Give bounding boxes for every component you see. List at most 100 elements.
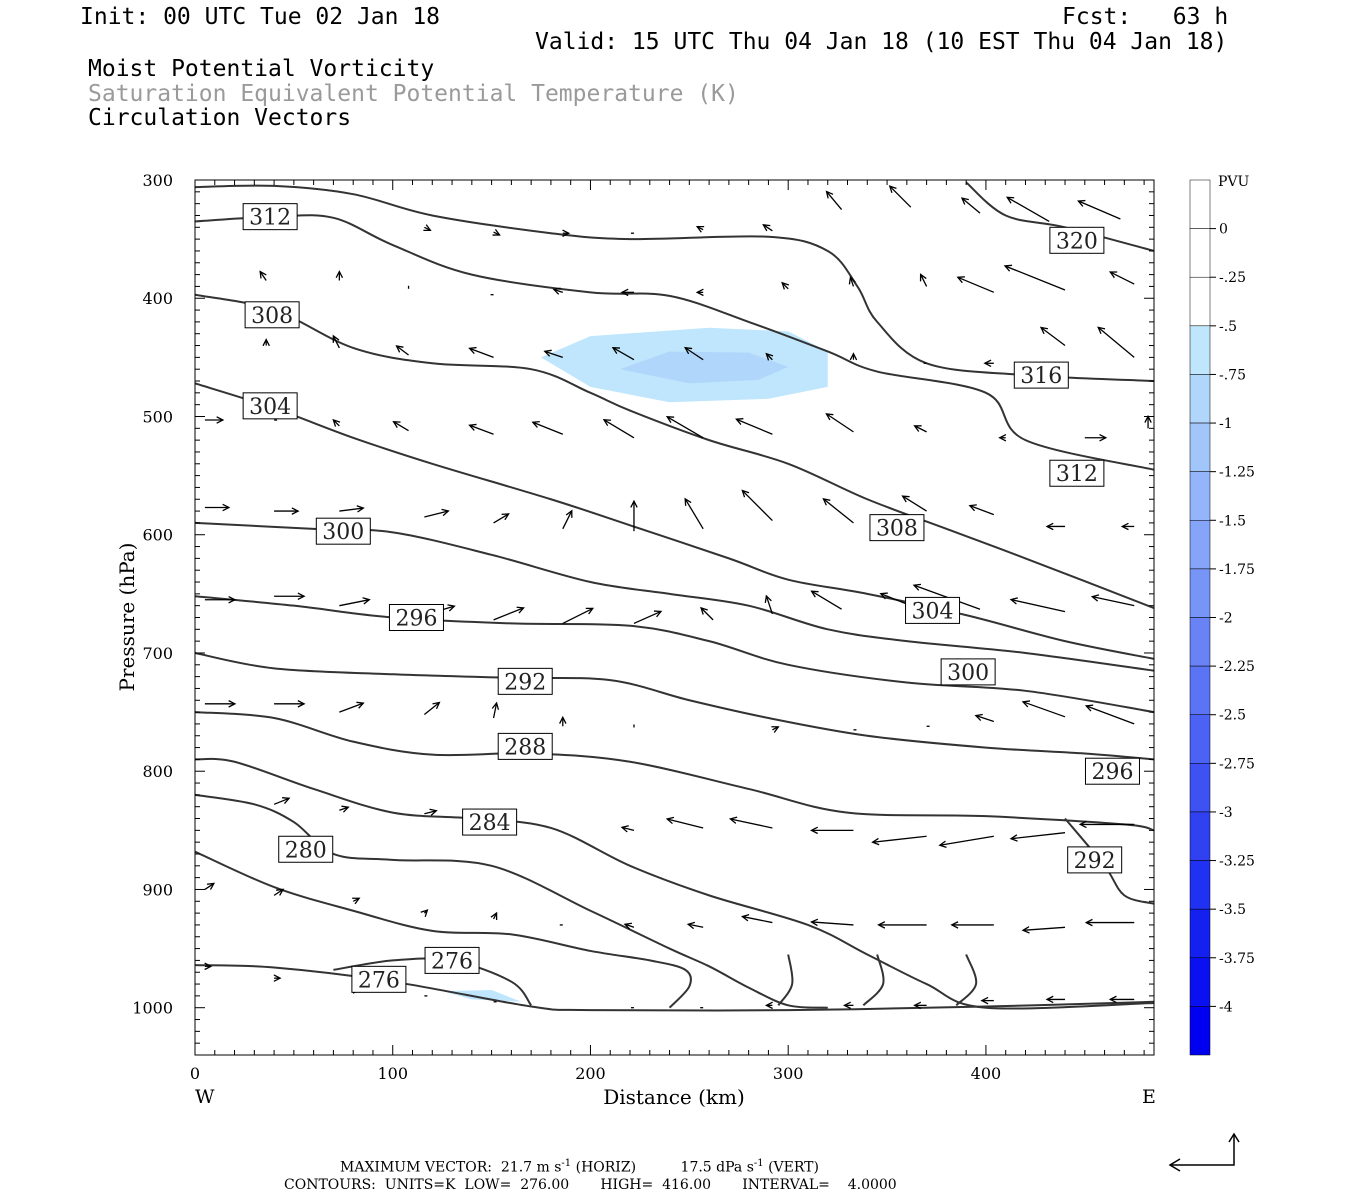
circulation-vector: [1039, 326, 1066, 347]
circulation-vector: [665, 416, 704, 439]
colorbar-swatch: [1189, 860, 1211, 910]
circulation-vector: [822, 498, 854, 524]
circulation-vector: [848, 276, 856, 287]
contour-label-text: 308: [251, 304, 293, 329]
vector-head: [888, 185, 897, 194]
vector-head: [420, 909, 429, 917]
contour-label-text: 312: [249, 206, 291, 231]
circulation-vector: [395, 345, 409, 356]
circulation-vector: [919, 273, 928, 287]
contour-label-text: 292: [504, 670, 546, 695]
vector-shaft: [332, 335, 340, 349]
vector-shaft: [684, 498, 704, 530]
vector-shaft: [424, 810, 437, 815]
circulation-vector: [1045, 522, 1066, 531]
theta-contour: [195, 793, 828, 1009]
circulation-vector: [825, 190, 843, 210]
init-time: Init: 00 UTC Tue 02 Jan 18: [80, 4, 441, 30]
circulation-vector: [960, 197, 981, 214]
vector-head: [623, 922, 632, 930]
circulation-vector: [1120, 522, 1135, 531]
circulation-vector: [1108, 995, 1135, 1004]
circulation-vector: [913, 1001, 927, 1010]
circulation-vector: [352, 897, 361, 905]
vector-head: [429, 808, 438, 816]
circulation-vector: [335, 270, 344, 281]
colorbar-label: -2.75: [1219, 756, 1255, 772]
vector-head: [765, 352, 774, 361]
colorbar: 0 -.25 -.5 -.75 -1 -1.25 -1.5 -1.75 -2 -2.25 -2.5 -…: [1189, 179, 1255, 1056]
circulation-vector: [274, 700, 306, 708]
vector-shaft: [624, 923, 635, 928]
circulation-vector: [562, 509, 573, 530]
vector-head: [695, 288, 704, 297]
pv-region: [1055, 777, 1154, 813]
circulation-vector: [968, 504, 995, 516]
contour-info: CONTOURS: UNITS=K LOW= 276.00 HIGH= 416.…: [284, 1177, 897, 1193]
contour-label-box: [869, 514, 925, 542]
vector-shaft: [204, 882, 215, 891]
colorbar-label: -.25: [1219, 270, 1246, 286]
contour-label-text: 320: [1056, 229, 1098, 254]
vector-head: [665, 816, 675, 825]
vector-head: [849, 352, 858, 361]
circulation-vector: [204, 882, 216, 891]
circulation-vector: [204, 962, 213, 971]
vector-head: [764, 594, 772, 603]
contour-label: 280: [278, 835, 334, 863]
vector-shaft: [1092, 596, 1135, 607]
vector-head: [695, 225, 705, 233]
vector-shaft: [667, 818, 704, 829]
vector-shaft: [532, 421, 564, 435]
vector-head: [810, 826, 818, 835]
vector-head: [950, 921, 959, 929]
contour-label-box: [497, 667, 553, 695]
y-axis-title: Pressure (hPa): [115, 543, 139, 692]
vector-head: [1108, 271, 1118, 279]
vector-head: [700, 606, 708, 615]
circulation-vector: [849, 352, 858, 361]
vector-head: [492, 229, 501, 236]
vector-head: [516, 606, 525, 614]
vector-head: [983, 359, 992, 368]
y-tick-label: 400: [142, 289, 173, 308]
contour-label-box: [940, 658, 996, 686]
vector-head: [1084, 918, 1093, 927]
circulation-vector: [468, 346, 494, 358]
vector-head: [441, 508, 450, 517]
theta-contour: [862, 954, 885, 1007]
vector-head: [1039, 326, 1049, 335]
vector-shaft: [1040, 327, 1066, 347]
forecast-hour: Fcst: 63 h: [1062, 4, 1229, 30]
vector-head: [216, 416, 225, 424]
vector-head: [913, 425, 922, 432]
circulation-vector: [1005, 196, 1050, 222]
vector-shaft: [914, 425, 927, 433]
vector-shaft: [562, 607, 594, 624]
colorbar-swatch: [1189, 422, 1211, 472]
circulation-vector: [204, 700, 237, 708]
vector-shaft: [339, 599, 370, 607]
vector-head: [1021, 926, 1030, 934]
circulation-vector: [423, 701, 441, 715]
circulation-vector: [633, 610, 663, 625]
circulation-vector: [339, 805, 350, 813]
contour-label-box: [1049, 226, 1105, 254]
contour-label: 284: [462, 808, 518, 836]
theta-contour: [965, 181, 1154, 252]
vector-head: [297, 592, 306, 600]
circulation-vector: [339, 505, 365, 513]
contour-label: 312: [1049, 459, 1105, 487]
vector-head: [879, 592, 888, 600]
field-title-1: Moist Potential Vorticity: [88, 56, 435, 82]
circulation-vector: [1077, 199, 1121, 220]
theta-contour: [195, 651, 1154, 761]
contour-label: 276: [351, 965, 407, 993]
circulation-vector: [810, 918, 854, 927]
x-tick-label: 300: [773, 1064, 804, 1083]
contour-label-text: 300: [947, 661, 989, 686]
vector-head: [1099, 434, 1108, 442]
circulation-vector: [339, 597, 371, 607]
vector-shaft: [872, 835, 927, 843]
valid-time: Valid: 15 UTC Thu 04 Jan 18 (10 EST Thu …: [535, 29, 1228, 55]
